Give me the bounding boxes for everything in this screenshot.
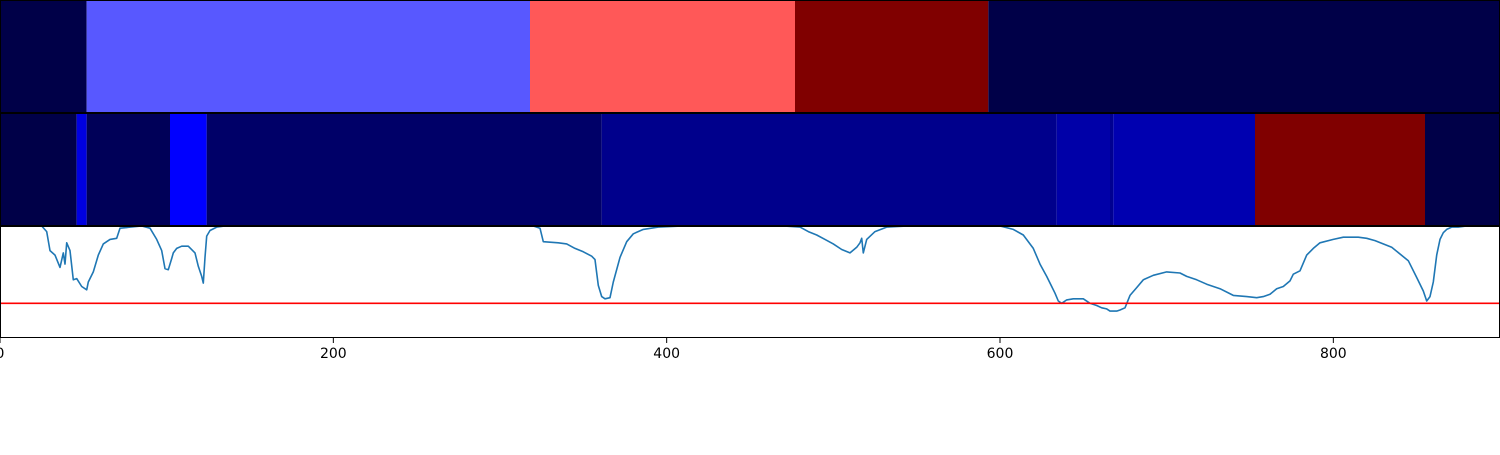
heatmap-segment-2-8: [1110, 113, 1114, 226]
heatmap-segment-2-3: [86, 113, 170, 226]
heatmap-segment-2-1: [0, 113, 77, 226]
heatmap-strip-middle: [0, 113, 1500, 226]
heatmap-segment-2-7: [1056, 113, 1110, 226]
heatmap-segment-2-4: [170, 113, 207, 226]
heatmap-segment-2-2: [76, 113, 87, 226]
heatmap-strip-top: [0, 0, 1500, 113]
heatmap-segment-2-5: [206, 113, 602, 226]
heatmap-segment-1-3: [530, 0, 795, 113]
heatmap-segment-1-4: [795, 0, 989, 113]
line-plot-background: [0, 226, 1500, 338]
heatmap-segment-2-10: [1255, 113, 1425, 226]
x-tick-label-400: 400: [653, 346, 680, 362]
heatmap-segment-2-6: [601, 113, 1057, 226]
series-line-1: [0, 226, 1500, 312]
x-tick-label-800: 800: [1320, 346, 1347, 362]
heatmap-segment-1-1: [0, 0, 87, 113]
x-tick-label-0: 0: [0, 346, 4, 362]
heatmap-segment-1-5: [988, 0, 1500, 113]
heatmap-segment-2-11: [1425, 113, 1500, 226]
line-plot-panel: [0, 226, 1500, 338]
x-tick-label-600: 600: [987, 346, 1014, 362]
heatmap-segment-2-9: [1113, 113, 1255, 226]
x-tick-label-200: 200: [320, 346, 347, 362]
heatmap-segment-1-2: [86, 0, 531, 113]
x-axis: 0 200 400 600 800: [0, 338, 1347, 362]
